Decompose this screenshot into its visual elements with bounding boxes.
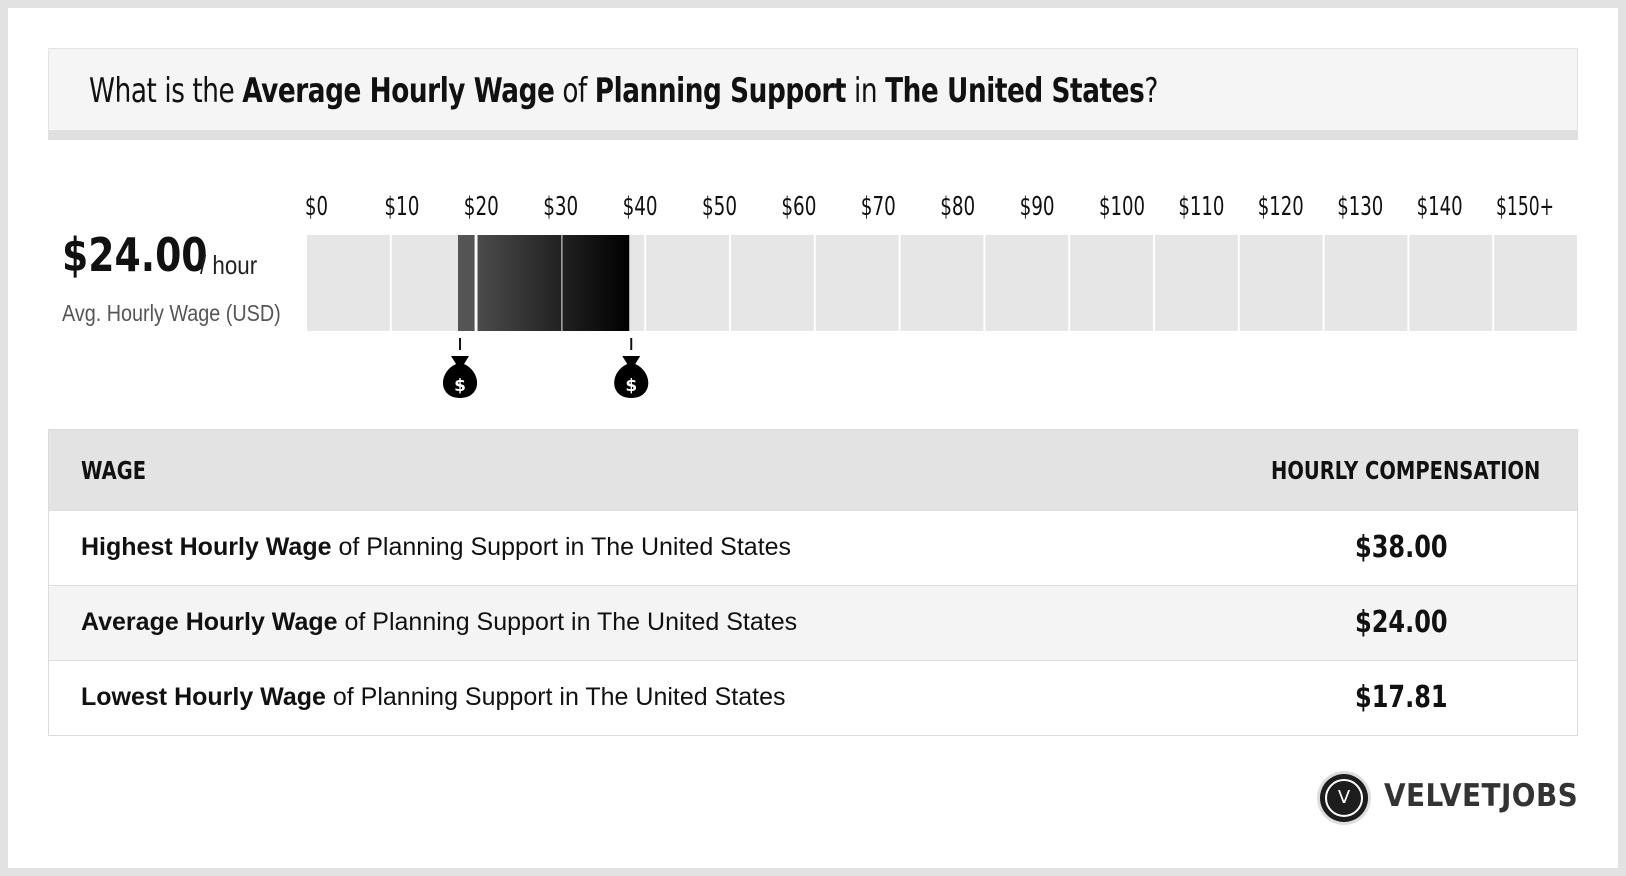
tick-label: $20 (464, 192, 499, 222)
chart-cell (985, 235, 1069, 331)
chart-cell (1155, 235, 1238, 331)
row-value-highest: $38.00 (1355, 530, 1448, 565)
header-wage: WAGE (81, 456, 147, 485)
money-bag-icon (614, 356, 649, 398)
money-bag-symbol: $ (454, 376, 466, 396)
table-header: WAGE HOURLY COMPENSATION (49, 430, 1577, 510)
row-value-lowest: $17.81 (1355, 680, 1448, 715)
money-bag-symbol: $ (625, 376, 637, 396)
table-row-highest: Highest Hourly Wage of Planning Support … (49, 510, 1577, 585)
velvetjobs-logo[interactable]: V VELVETJOBS (1320, 772, 1580, 828)
chart-cell (900, 235, 984, 331)
tick-label: $10 (384, 192, 419, 222)
tick-label: $0 (305, 192, 328, 222)
tick-label: $50 (702, 192, 737, 222)
average-wage-caption: Avg. Hourly Wage (USD) (62, 300, 281, 326)
title-box: What is the Average Hourly Wage of Plann… (48, 48, 1578, 140)
tick-label: $40 (623, 192, 658, 222)
chart-cell (1239, 235, 1323, 331)
row-value-average: $24.00 (1355, 605, 1448, 640)
average-wage-unit: / hour (200, 250, 258, 280)
tick-label: $80 (940, 192, 975, 222)
row-label: Highest Hourly Wage of Planning Support … (81, 533, 792, 561)
tick-label: $150+ (1496, 192, 1554, 222)
tick-label: $110 (1178, 192, 1224, 222)
tick-label: $90 (1020, 192, 1055, 222)
logo-letter: V (1325, 779, 1363, 817)
logo-circle-icon: V (1320, 774, 1368, 822)
tick-label: $60 (781, 192, 816, 222)
tick-label: $120 (1258, 192, 1304, 222)
range-segment (562, 235, 630, 331)
tick-label: $100 (1099, 192, 1145, 222)
range-segment (458, 235, 475, 331)
chart-cell (307, 235, 390, 331)
average-wage-value: $24.00 (62, 228, 208, 282)
range-segment (477, 235, 562, 331)
row-label: Average Hourly Wage of Planning Support … (81, 608, 798, 636)
tick-label: $140 (1417, 192, 1463, 222)
wage-range-chart: $0 $10 $20 $30 $40 $50 $60 $70 $80 $90 $100 $110 $12… (305, 192, 1577, 398)
chart-cell (646, 235, 729, 331)
tick-label: $70 (861, 192, 896, 222)
page-title: What is the Average Hourly Wage of Plann… (89, 71, 1158, 111)
header-hourly-compensation: HOURLY COMPENSATION (1271, 456, 1541, 485)
tick-label: $130 (1337, 192, 1383, 222)
chart-cell (1070, 235, 1153, 331)
logo-wordmark: VELVETJOBS (1384, 778, 1579, 814)
table-row-average: Average Hourly Wage of Planning Support … (49, 585, 1577, 660)
chart-cell (731, 235, 814, 331)
wage-table: WAGE HOURLY COMPENSATION Highest Hourly … (48, 429, 1578, 736)
chart-cell (815, 235, 899, 331)
tick-label: $30 (543, 192, 578, 222)
row-label: Lowest Hourly Wage of Planning Support i… (81, 683, 786, 711)
chart-cell (1409, 235, 1493, 331)
chart-cell (1324, 235, 1408, 331)
chart-cell (1494, 235, 1577, 331)
money-bag-icon (442, 356, 478, 398)
table-row-lowest: Lowest Hourly Wage of Planning Support i… (49, 660, 1577, 735)
